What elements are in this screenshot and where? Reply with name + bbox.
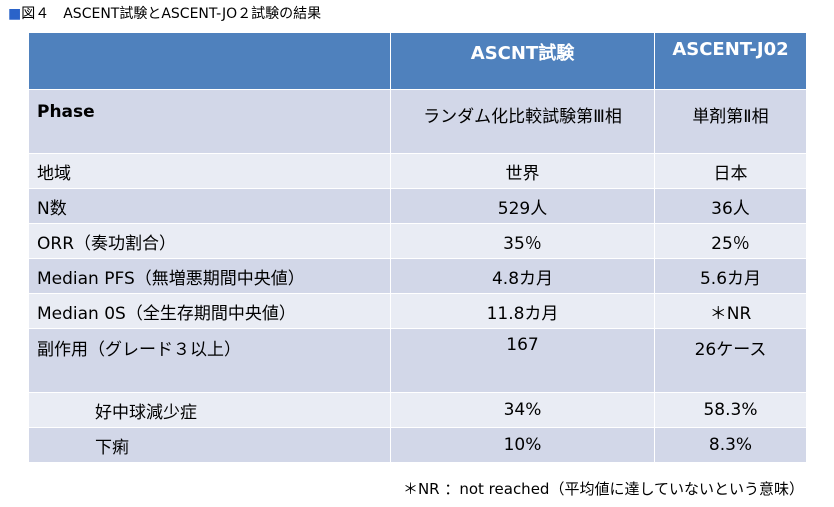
cell-ascent: 34% bbox=[390, 392, 655, 428]
row-label: Median PFS（無増悪期間中央値） bbox=[28, 258, 391, 294]
footnote: ＊NR ：not reached（平均値に達していないという意味） bbox=[402, 480, 804, 498]
table-row: 副作用（グレード３以上） 167 26ケース bbox=[28, 328, 807, 393]
table-row: 好中球減少症 34% 58.3% bbox=[28, 392, 807, 428]
row-label: 好中球減少症 bbox=[28, 392, 391, 428]
cell-ascent-j02: ＊NR bbox=[654, 293, 807, 329]
table-header-row: ASCNT試験 ASCENT-J02 bbox=[28, 32, 807, 90]
table-row: ORR（奏功割合） 35％ 25％ bbox=[28, 223, 807, 259]
cell-ascent: 10% bbox=[390, 427, 655, 463]
header-blank-cell bbox=[28, 32, 391, 90]
cell-ascent: 11.8カ月 bbox=[390, 293, 655, 329]
cell-ascent-j02: 5.6カ月 bbox=[654, 258, 807, 294]
row-label: 下痢 bbox=[28, 427, 391, 463]
row-label: Phase bbox=[28, 89, 391, 154]
header-ascent-j02: ASCENT-J02 bbox=[654, 32, 807, 90]
cell-ascent: 167 bbox=[390, 328, 655, 393]
row-label: Median 0S（全生存期間中央値） bbox=[28, 293, 391, 329]
row-label: N数 bbox=[28, 188, 391, 224]
header-ascent: ASCNT試験 bbox=[390, 32, 655, 90]
cell-ascent: 35％ bbox=[390, 223, 655, 259]
cell-ascent-j02: 36人 bbox=[654, 188, 807, 224]
caption-text: 図４ ASCENT試験とASCENT-JO２試験の結果 bbox=[21, 6, 322, 22]
table-row: Median PFS（無増悪期間中央値） 4.8カ月 5.6カ月 bbox=[28, 258, 807, 294]
cell-ascent-j02: 26ケース bbox=[654, 328, 807, 393]
table-row: Median 0S（全生存期間中央値） 11.8カ月 ＊NR bbox=[28, 293, 807, 329]
cell-ascent: 529人 bbox=[390, 188, 655, 224]
cell-ascent-j02: 58.3% bbox=[654, 392, 807, 428]
cell-ascent: 世界 bbox=[390, 153, 655, 189]
caption-square-icon: ■ bbox=[8, 6, 22, 22]
row-label: 地域 bbox=[28, 153, 391, 189]
table-row: Phase ランダム化比較試験第Ⅲ相 単剤第Ⅱ相 bbox=[28, 89, 807, 154]
cell-ascent-j02: 8.3% bbox=[654, 427, 807, 463]
results-table: ASCNT試験 ASCENT-J02 Phase ランダム化比較試験第Ⅲ相 単剤… bbox=[28, 32, 807, 463]
table-row: 地域 世界 日本 bbox=[28, 153, 807, 189]
cell-ascent-j02: 日本 bbox=[654, 153, 807, 189]
cell-ascent-j02: 単剤第Ⅱ相 bbox=[654, 89, 807, 154]
cell-ascent-j02: 25％ bbox=[654, 223, 807, 259]
table-row: N数 529人 36人 bbox=[28, 188, 807, 224]
cell-ascent: 4.8カ月 bbox=[390, 258, 655, 294]
row-label: 副作用（グレード３以上） bbox=[28, 328, 391, 393]
cell-ascent: ランダム化比較試験第Ⅲ相 bbox=[390, 89, 655, 154]
figure-caption: ■図４ ASCENT試験とASCENT-JO２試験の結果 bbox=[8, 5, 321, 23]
table-row: 下痢 10% 8.3% bbox=[28, 427, 807, 463]
row-label: ORR（奏功割合） bbox=[28, 223, 391, 259]
